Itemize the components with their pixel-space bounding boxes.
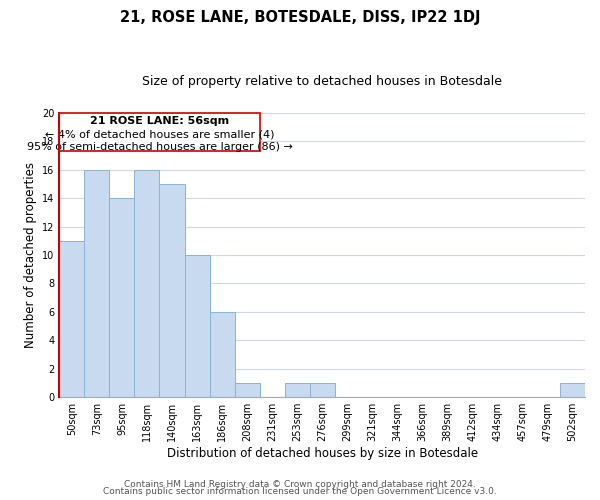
Bar xyxy=(109,198,134,397)
Text: 95% of semi-detached houses are larger (86) →: 95% of semi-detached houses are larger (… xyxy=(26,142,292,152)
Bar xyxy=(134,170,160,397)
Text: Contains public sector information licensed under the Open Government Licence v3: Contains public sector information licen… xyxy=(103,488,497,496)
Bar xyxy=(560,383,585,397)
Bar xyxy=(85,170,109,397)
Text: 21, ROSE LANE, BOTESDALE, DISS, IP22 1DJ: 21, ROSE LANE, BOTESDALE, DISS, IP22 1DJ xyxy=(120,10,480,25)
Bar xyxy=(310,383,335,397)
Text: 21 ROSE LANE: 56sqm: 21 ROSE LANE: 56sqm xyxy=(90,116,229,126)
Bar xyxy=(284,383,310,397)
Bar xyxy=(59,241,85,397)
Bar xyxy=(235,383,260,397)
Text: ← 4% of detached houses are smaller (4): ← 4% of detached houses are smaller (4) xyxy=(45,129,274,139)
FancyBboxPatch shape xyxy=(59,113,260,151)
Bar xyxy=(209,312,235,397)
Bar xyxy=(185,255,209,397)
Text: Contains HM Land Registry data © Crown copyright and database right 2024.: Contains HM Land Registry data © Crown c… xyxy=(124,480,476,489)
Title: Size of property relative to detached houses in Botesdale: Size of property relative to detached ho… xyxy=(142,75,502,88)
X-axis label: Distribution of detached houses by size in Botesdale: Distribution of detached houses by size … xyxy=(167,447,478,460)
Y-axis label: Number of detached properties: Number of detached properties xyxy=(23,162,37,348)
Bar xyxy=(160,184,185,397)
